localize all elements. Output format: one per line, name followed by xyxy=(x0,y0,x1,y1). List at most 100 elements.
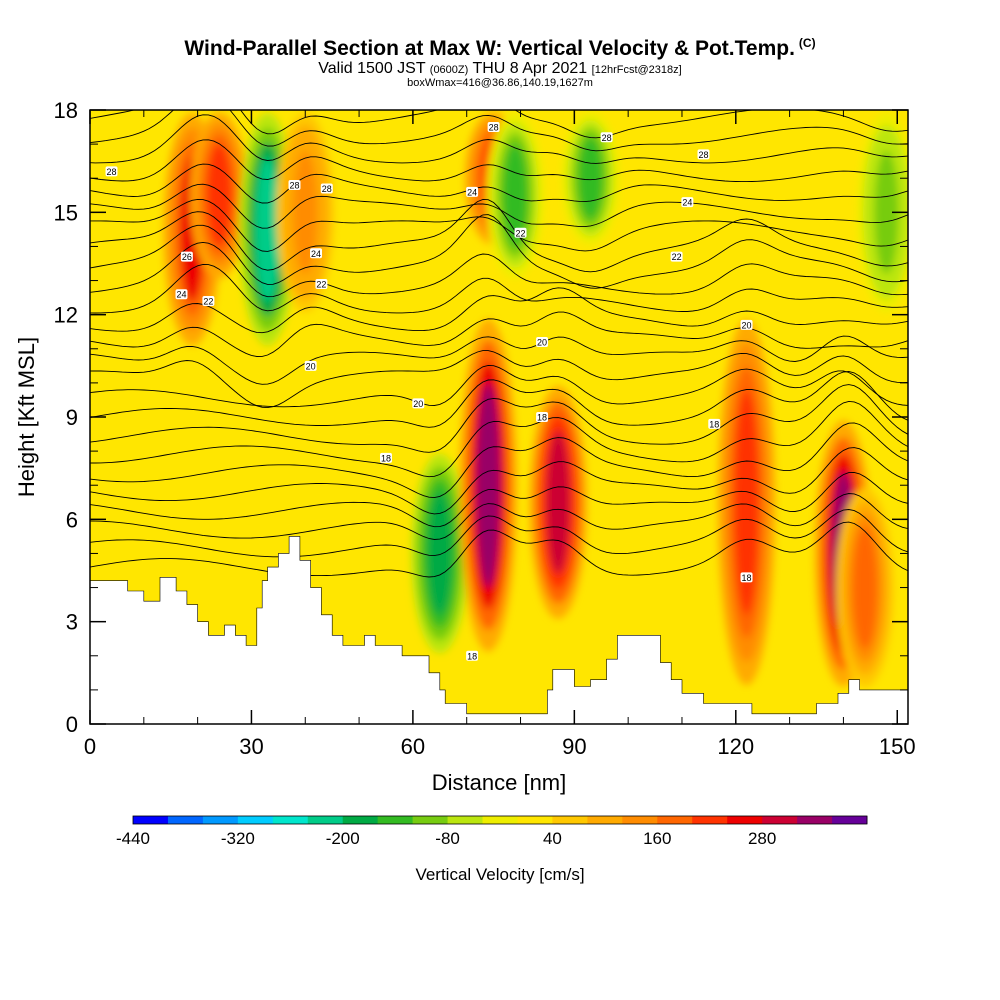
contour-label-box-20 xyxy=(536,412,549,422)
colorbar-swatch-16 xyxy=(692,816,728,824)
y-tick-label-5: 15 xyxy=(54,200,78,225)
theta-contour-9 xyxy=(90,364,908,408)
velocity-cell-13-level-3 xyxy=(874,150,899,274)
theta-contour-10 xyxy=(90,350,908,409)
contour-label-box-10 xyxy=(315,278,328,289)
contour-label-20: 18 xyxy=(537,413,547,423)
contour-label-22: 18 xyxy=(467,651,477,661)
contour-label-18: 20 xyxy=(742,320,752,330)
colorbar-tick-label-3: -80 xyxy=(435,829,460,848)
contour-label-8: 22 xyxy=(203,297,213,307)
colorbar-tick-label-6: 280 xyxy=(748,829,776,848)
y-tick-label-1: 3 xyxy=(66,610,78,635)
colorbar-swatch-15 xyxy=(657,816,693,824)
terrain-mask xyxy=(90,536,908,724)
chart-title: Wind-Parallel Section at Max W: Vertical… xyxy=(0,36,1000,61)
contour-label-19: 18 xyxy=(381,453,391,463)
colorbar-swatch-11 xyxy=(517,816,553,824)
valid-date: THU 8 Apr 2021 xyxy=(472,60,588,77)
y-tick-label-2: 6 xyxy=(66,507,78,532)
copyright-mark: (C) xyxy=(798,36,816,50)
x-axis-label: Distance [nm] xyxy=(432,770,567,795)
colorbar-swatch-3 xyxy=(237,816,274,824)
contour-label-box-15 xyxy=(304,360,317,371)
velocity-cell-9-level-3 xyxy=(578,137,603,220)
contour-label-box-8 xyxy=(202,296,215,307)
theta-contour-21 xyxy=(90,139,908,183)
colorbar-swatch-14 xyxy=(622,816,658,824)
theta-contour-1 xyxy=(90,509,908,558)
colorbar-tick-label-2: -200 xyxy=(326,829,360,848)
velocity-cell-12-level-3 xyxy=(852,526,877,649)
y-tick-label-3: 9 xyxy=(66,405,78,430)
contour-label-box-12 xyxy=(514,227,527,238)
velocity-cell-10-level-3 xyxy=(734,389,759,615)
theta-contour-labels: 28 28 28 28 28 28 26 24 22 24 22 24 22 24 22 20 20 20 20 18… xyxy=(105,122,753,661)
contour-label-23: 18 xyxy=(742,573,752,583)
theta-contour-18 xyxy=(90,198,908,252)
theta-contours xyxy=(90,110,908,578)
terrain-outline xyxy=(90,536,908,715)
contour-label-12: 22 xyxy=(516,228,526,238)
contour-label-15: 20 xyxy=(306,361,316,371)
colorbar-swatch-13 xyxy=(587,816,623,824)
contour-label-1: 28 xyxy=(289,181,299,191)
x-tick-label-4: 120 xyxy=(717,734,754,759)
theta-contour-15 xyxy=(90,241,908,298)
theta-contour-13 xyxy=(90,287,908,334)
colorbar-swatch-20 xyxy=(832,816,868,824)
colorbar-swatch-10 xyxy=(482,816,518,824)
colorbar-swatch-7 xyxy=(377,816,414,824)
contour-label-box-9 xyxy=(310,248,323,259)
colorbar-swatch-2 xyxy=(202,816,239,824)
theta-contour-5 xyxy=(90,422,908,499)
contour-label-21: 18 xyxy=(709,419,719,429)
contour-label-2: 28 xyxy=(322,184,332,194)
contour-label-6: 26 xyxy=(182,252,192,262)
contour-label-box-19 xyxy=(379,452,392,463)
velocity-cell-5-level-3 xyxy=(476,382,501,588)
colorbar-tick-label-1: -320 xyxy=(221,829,255,848)
contour-label-box-0 xyxy=(105,166,118,177)
theta-contour-0 xyxy=(90,521,908,578)
valid-time: Valid 1500 JST xyxy=(318,60,426,77)
contour-label-box-18 xyxy=(740,319,753,330)
colorbar-tick-label-4: 40 xyxy=(543,829,562,848)
x-tick-label-3: 90 xyxy=(562,734,586,759)
contour-label-0: 28 xyxy=(107,167,117,177)
theta-contour-14 xyxy=(90,263,908,314)
contour-label-box-1 xyxy=(288,180,301,191)
theta-contour-3 xyxy=(90,471,908,528)
contour-label-3: 28 xyxy=(489,123,499,133)
y-tick-label-4: 12 xyxy=(54,303,78,328)
contour-label-7: 24 xyxy=(176,290,186,300)
contour-label-10: 22 xyxy=(316,279,326,289)
y-tick-label-6: 18 xyxy=(54,98,78,123)
colorbar-swatch-4 xyxy=(272,816,309,824)
contour-label-box-5 xyxy=(697,149,710,160)
contour-label-box-17 xyxy=(536,336,549,347)
velocity-cell-2-level-3 xyxy=(255,157,280,302)
contour-label-box-6 xyxy=(180,251,193,262)
forecast-info: [12hrFcst@2318z] xyxy=(591,64,682,76)
x-tick-label-0: 0 xyxy=(84,734,96,759)
contour-label-box-23 xyxy=(740,572,753,583)
y-tick-label-0: 0 xyxy=(66,712,78,737)
colorbar-tick-label-5: 160 xyxy=(643,829,671,848)
contour-label-16: 20 xyxy=(413,399,423,409)
theta-contour-4 xyxy=(90,447,908,515)
x-tick-label-1: 30 xyxy=(239,734,263,759)
colorbar: -440 -320 -200 -80 40 160 280 xyxy=(116,815,868,848)
contour-label-9: 24 xyxy=(311,249,321,259)
contour-label-box-22 xyxy=(466,650,479,661)
contour-label-box-16 xyxy=(412,398,425,409)
theta-contour-16 xyxy=(90,214,908,289)
velocity-cell-4-level-3 xyxy=(427,492,452,615)
theta-contour-6 xyxy=(90,400,908,478)
colorbar-swatch-9 xyxy=(447,816,484,824)
chart-subtitle: Valid 1500 JST (0600Z) THU 8 Apr 2021 [1… xyxy=(0,60,1000,78)
contour-label-4: 28 xyxy=(602,133,612,143)
colorbar-swatch-1 xyxy=(167,816,204,824)
colorbar-label: Vertical Velocity [cm/s] xyxy=(415,865,584,884)
contour-label-box-3 xyxy=(487,122,500,133)
